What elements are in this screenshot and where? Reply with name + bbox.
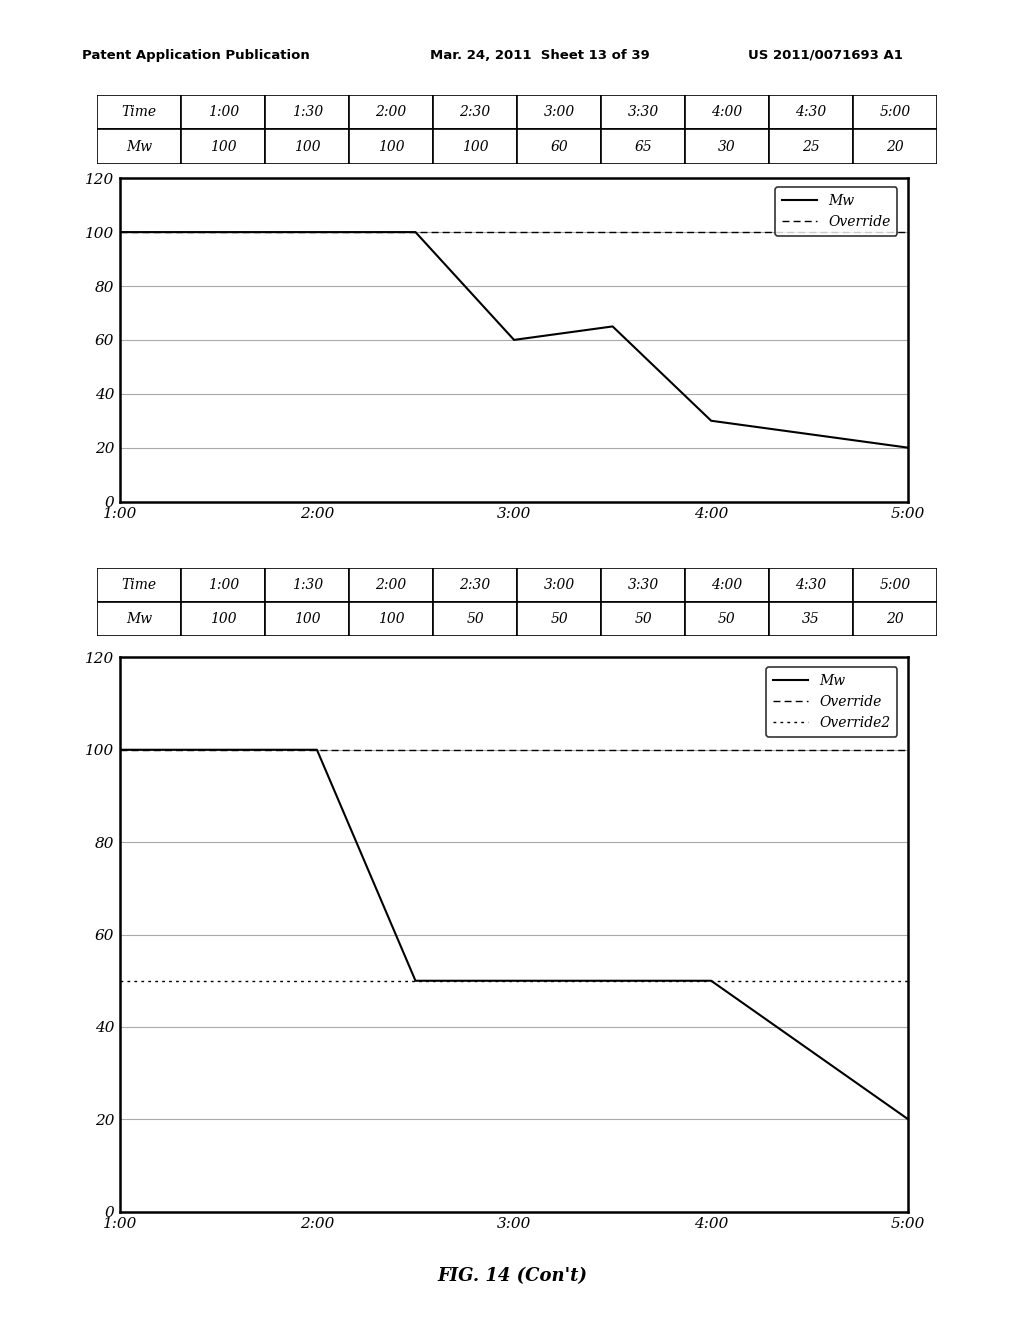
Text: 3:30: 3:30 xyxy=(628,578,658,591)
Text: 3:00: 3:00 xyxy=(544,106,574,119)
Text: 20: 20 xyxy=(886,612,904,626)
Bar xyxy=(349,602,433,636)
Bar xyxy=(349,129,433,164)
Text: 35: 35 xyxy=(802,612,820,626)
Bar xyxy=(685,129,769,164)
Text: 25: 25 xyxy=(802,140,820,153)
Bar xyxy=(265,602,349,636)
Text: Mw: Mw xyxy=(126,612,153,626)
Text: 100: 100 xyxy=(462,140,488,153)
Text: 4:30: 4:30 xyxy=(796,578,826,591)
Bar xyxy=(769,95,853,129)
Text: 100: 100 xyxy=(378,140,404,153)
Bar xyxy=(97,602,181,636)
Bar xyxy=(601,568,685,602)
Text: 100: 100 xyxy=(210,612,237,626)
Bar xyxy=(601,129,685,164)
Bar xyxy=(181,568,265,602)
Text: 50: 50 xyxy=(634,612,652,626)
Bar xyxy=(769,129,853,164)
Text: Mar. 24, 2011  Sheet 13 of 39: Mar. 24, 2011 Sheet 13 of 39 xyxy=(430,49,650,62)
Bar xyxy=(181,129,265,164)
Text: 1:30: 1:30 xyxy=(292,578,323,591)
Text: 1:00: 1:00 xyxy=(208,106,239,119)
Text: 20: 20 xyxy=(886,140,904,153)
Bar xyxy=(433,95,517,129)
Bar xyxy=(853,602,937,636)
Text: 5:00: 5:00 xyxy=(880,106,910,119)
Bar xyxy=(97,129,181,164)
Text: Time: Time xyxy=(122,578,157,591)
Bar xyxy=(433,129,517,164)
Text: 2:00: 2:00 xyxy=(376,578,407,591)
Text: 1:30: 1:30 xyxy=(292,106,323,119)
Text: 100: 100 xyxy=(294,612,321,626)
Bar xyxy=(265,568,349,602)
Text: 100: 100 xyxy=(210,140,237,153)
Bar xyxy=(181,602,265,636)
Legend: Mw, Override: Mw, Override xyxy=(775,186,897,235)
Text: 4:00: 4:00 xyxy=(712,578,742,591)
Text: 1:00: 1:00 xyxy=(208,578,239,591)
Bar xyxy=(685,95,769,129)
Text: 5:00: 5:00 xyxy=(880,578,910,591)
Text: 60: 60 xyxy=(550,140,568,153)
Text: 2:30: 2:30 xyxy=(460,578,490,591)
Text: 50: 50 xyxy=(550,612,568,626)
Text: 4:00: 4:00 xyxy=(712,106,742,119)
Bar xyxy=(517,95,601,129)
Text: Patent Application Publication: Patent Application Publication xyxy=(82,49,309,62)
Bar xyxy=(769,568,853,602)
Bar xyxy=(517,568,601,602)
Bar xyxy=(265,95,349,129)
Text: FIG. 14 (Con't): FIG. 14 (Con't) xyxy=(437,1267,587,1286)
Bar xyxy=(433,602,517,636)
Text: 2:30: 2:30 xyxy=(460,106,490,119)
Bar xyxy=(685,602,769,636)
Text: 30: 30 xyxy=(718,140,736,153)
Bar xyxy=(97,568,181,602)
Bar xyxy=(181,95,265,129)
Bar xyxy=(853,129,937,164)
Text: 65: 65 xyxy=(634,140,652,153)
Text: 2:00: 2:00 xyxy=(376,106,407,119)
Text: Time: Time xyxy=(122,106,157,119)
Bar xyxy=(517,602,601,636)
Bar xyxy=(97,95,181,129)
Legend: Mw, Override, Override2: Mw, Override, Override2 xyxy=(766,667,897,737)
Text: 3:00: 3:00 xyxy=(544,578,574,591)
Text: Mw: Mw xyxy=(126,140,153,153)
Text: US 2011/0071693 A1: US 2011/0071693 A1 xyxy=(748,49,902,62)
Bar xyxy=(433,568,517,602)
Bar xyxy=(853,568,937,602)
Bar xyxy=(601,95,685,129)
Bar xyxy=(265,129,349,164)
Text: 50: 50 xyxy=(718,612,736,626)
Bar xyxy=(517,129,601,164)
Bar xyxy=(769,602,853,636)
Bar xyxy=(601,602,685,636)
Text: 4:30: 4:30 xyxy=(796,106,826,119)
Text: 100: 100 xyxy=(378,612,404,626)
Bar xyxy=(349,95,433,129)
Text: 50: 50 xyxy=(466,612,484,626)
Bar xyxy=(685,568,769,602)
Bar xyxy=(349,568,433,602)
Text: 100: 100 xyxy=(294,140,321,153)
Text: 3:30: 3:30 xyxy=(628,106,658,119)
Bar xyxy=(853,95,937,129)
